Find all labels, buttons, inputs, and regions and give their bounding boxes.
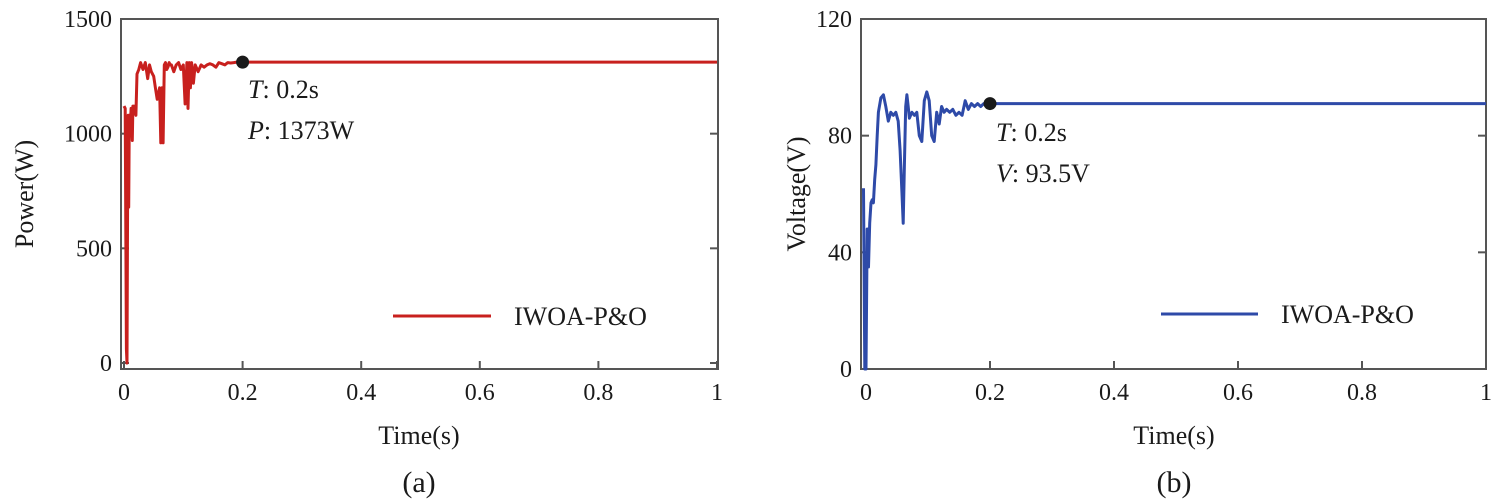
annotation-value-text-a: : 1373W (264, 116, 355, 145)
annotation-value-var-a: P (247, 116, 264, 145)
x-tick-label: 0.8 (1347, 380, 1377, 406)
y-tick-label: 1500 (64, 7, 112, 33)
x-tick-label: 0.8 (583, 380, 613, 406)
chart-panel-a: 0 0.2 0.4 0.6 0.8 1 0 500 1000 1500 Power(W) Time… (10, 7, 723, 499)
y-tick-label: 1000 (64, 122, 112, 148)
series-line-b (862, 90, 1486, 371)
series-group-b (862, 90, 1486, 371)
x-tick-label: 0 (860, 380, 872, 406)
plot-area-a (120, 18, 719, 370)
annotation-value-a: P: 1373W (247, 116, 355, 145)
steady-state-marker (236, 55, 250, 69)
annotation-time-a: T: 0.2s (248, 75, 319, 104)
y-axis-label-b: Voltage(V) (782, 136, 811, 251)
x-tick-label: 0 (118, 380, 130, 406)
annotation-value-text-b: : 93.5V (1012, 159, 1090, 188)
x-tick-label: 0.2 (228, 380, 258, 406)
y-tick-label: 0 (840, 357, 852, 383)
annotation-time-b: T: 0.2s (996, 118, 1067, 147)
caption-a: (a) (402, 466, 435, 499)
y-tick-label: 0 (100, 351, 112, 377)
x-tick-label: 0.6 (465, 380, 495, 406)
x-tick-label: 1 (711, 380, 723, 406)
x-tick-label: 0.2 (975, 380, 1005, 406)
annotation-value-b: V: 93.5V (996, 159, 1090, 188)
y-tick-label: 120 (816, 7, 852, 33)
y-tick-label: 500 (76, 236, 112, 262)
x-tick-label: 0.4 (1099, 380, 1129, 406)
annotation-time-text-b: : 0.2s (1010, 118, 1066, 147)
y-axis-label-a: Power(W) (10, 140, 39, 248)
y-tick-label: 40 (828, 240, 852, 266)
caption-b: (b) (1157, 466, 1192, 499)
x-tick-label: 0.4 (346, 380, 376, 406)
ticks-a: 0 0.2 0.4 0.6 0.8 1 0 500 1000 1500 (64, 7, 723, 406)
ticks-b: 0 0.2 0.4 0.6 0.8 1 0 40 80 120 (816, 7, 1492, 406)
legend-label-a: IWOA-P&O (514, 302, 647, 331)
x-axis-label-b: Time(s) (1133, 421, 1214, 450)
annotation-time-var-a: T (248, 75, 264, 104)
series-group-a (122, 55, 717, 365)
chart-panel-b: 0 0.2 0.4 0.6 0.8 1 0 40 80 120 Voltage(V) Time(s… (782, 7, 1492, 499)
legend-label-b: IWOA-P&O (1281, 300, 1414, 329)
x-axis-label-a: Time(s) (378, 421, 459, 450)
annotation-value-var-b: V (996, 159, 1015, 188)
x-tick-label: 1 (1480, 380, 1492, 406)
plot-area-b (860, 18, 1487, 370)
annotation-time-text-a: : 0.2s (262, 75, 318, 104)
series-line-a (122, 60, 717, 365)
steady-state-marker (983, 97, 997, 111)
annotation-time-var-b: T (996, 118, 1012, 147)
x-tick-label: 0.6 (1223, 380, 1253, 406)
y-tick-label: 80 (828, 124, 852, 150)
